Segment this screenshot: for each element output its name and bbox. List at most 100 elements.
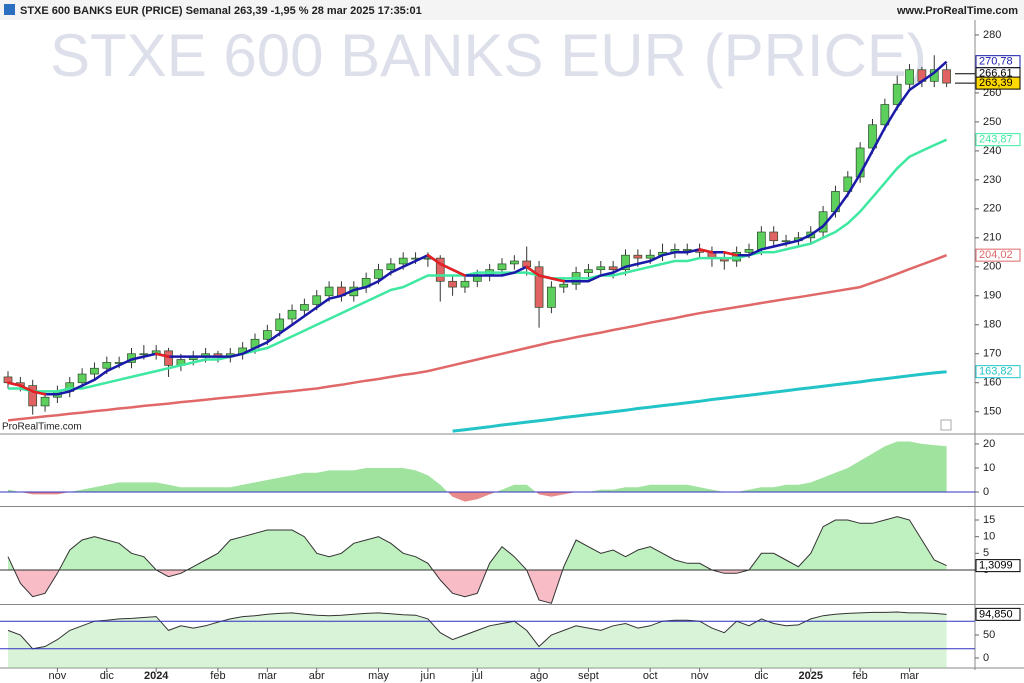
candle-body <box>584 269 593 273</box>
candle-body <box>880 104 890 126</box>
area-negative <box>8 570 947 603</box>
candle-body <box>855 147 865 178</box>
candle-body <box>386 263 396 271</box>
candle-body <box>374 269 383 279</box>
y-tick-label: 10 <box>983 462 995 474</box>
y-tick-label: 50 <box>983 629 995 641</box>
candle-body <box>102 362 112 369</box>
candle-body <box>275 318 285 331</box>
last-value-label: 1,3099 <box>979 560 1013 572</box>
y-tick-label: 210 <box>983 232 1001 244</box>
x-tick-label: nov <box>49 670 67 682</box>
y-tick-label: 160 <box>983 377 1001 389</box>
watermark: STXE 600 BANKS EUR (PRICE) <box>50 22 927 89</box>
y-tick-label: 180 <box>983 319 1001 331</box>
source: ProRealTime.com <box>2 422 82 433</box>
candle-body <box>263 330 272 340</box>
moving-average <box>7 254 948 422</box>
y-tick-label: 230 <box>983 174 1001 186</box>
y-tick-label: 280 <box>983 29 1001 41</box>
candle-body <box>942 69 951 84</box>
candle-body <box>534 266 544 308</box>
x-tick-label: feb <box>210 670 225 682</box>
moving-average-down <box>698 248 714 254</box>
area-negative <box>20 492 577 502</box>
area-positive <box>8 441 947 493</box>
x-tick-label: 2024 <box>144 670 169 682</box>
price-label: 263,39 <box>979 77 1013 89</box>
x-tick-label: mar <box>900 670 919 682</box>
x-tick-label: abr <box>309 670 325 682</box>
candle-body <box>769 231 779 242</box>
panel <box>0 516 975 604</box>
last-value-label: 243,87 <box>979 134 1013 146</box>
y-tick-label: 0 <box>983 652 989 664</box>
indicator-line <box>7 516 947 604</box>
last-value-label: 204,02 <box>979 249 1013 261</box>
y-tick-label: 190 <box>983 290 1001 302</box>
last-value-label: 163,82 <box>979 366 1013 378</box>
y-tick-label: 260 <box>983 87 1001 99</box>
moving-average-down <box>537 274 553 280</box>
candle-body <box>645 254 655 259</box>
candle-body <box>40 396 50 407</box>
candle-body <box>435 257 445 282</box>
candle-body <box>164 350 173 366</box>
moving-average-down <box>550 277 566 283</box>
price-label-box <box>975 76 1021 90</box>
y-tick-label: 5 <box>983 547 989 559</box>
moving-average-down <box>6 381 22 387</box>
y-tick-label: 220 <box>983 203 1001 215</box>
x-tick-label: mar <box>258 670 277 682</box>
candle-body <box>90 367 99 375</box>
moving-average-down <box>525 265 541 277</box>
x-tick-label: sept <box>578 670 599 682</box>
info-icon[interactable] <box>940 419 952 431</box>
y-tick-label: 0 <box>983 486 989 498</box>
candle-body <box>633 254 643 259</box>
oscillator-fill <box>8 612 947 668</box>
candle-body <box>621 254 630 271</box>
x-tick-label: dic <box>100 670 115 682</box>
last-value-label-box <box>975 365 1021 379</box>
site-name: www.ProRealTime.com <box>896 5 1018 17</box>
moving-average-down <box>19 384 34 393</box>
last-value-label-box <box>975 607 1021 621</box>
panel <box>0 611 975 668</box>
candle-body <box>312 295 322 305</box>
candle-body <box>77 373 87 384</box>
candle-body <box>460 280 470 288</box>
panel <box>0 441 975 502</box>
candle-body <box>287 309 297 320</box>
candle-body <box>905 69 914 85</box>
candle-body <box>744 249 754 253</box>
candle-body <box>892 83 902 105</box>
candle-body <box>324 286 334 297</box>
x-tick-label: jun <box>420 670 436 682</box>
y-tick-label: 170 <box>983 348 1001 360</box>
candle-body <box>756 231 766 250</box>
candle-body <box>682 249 692 251</box>
app-icon <box>4 4 15 15</box>
moving-average-down <box>31 390 47 396</box>
panel <box>3 55 951 433</box>
candle-body <box>608 266 618 271</box>
header-bar <box>0 0 1024 20</box>
area-positive <box>8 516 947 570</box>
y-tick-label: 150 <box>983 406 1001 418</box>
last-value-label: 270,78 <box>979 56 1013 68</box>
candle-body <box>781 240 791 243</box>
x-tick-label: ago <box>530 670 548 682</box>
moving-average-down <box>154 352 170 358</box>
moving-average-down <box>451 268 467 277</box>
candle-body <box>28 385 38 407</box>
candle-body <box>448 280 457 288</box>
last-value-label-box <box>975 133 1021 147</box>
oscillator-line <box>7 611 947 650</box>
last-value-label: 94,850 <box>979 608 1013 620</box>
y-tick-label: 10 <box>983 531 995 543</box>
moving-average <box>8 138 948 393</box>
last-value-label-box <box>975 559 1021 573</box>
